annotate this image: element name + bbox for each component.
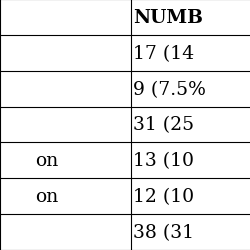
Bar <box>0 178 130 214</box>
Text: on: on <box>35 152 58 170</box>
Bar <box>130 72 250 107</box>
Text: 9 (7.5%: 9 (7.5% <box>132 80 205 98</box>
Bar <box>130 107 250 143</box>
Bar <box>130 214 250 250</box>
Bar <box>130 36 250 72</box>
Bar <box>130 0 250 36</box>
Bar <box>0 143 130 178</box>
Text: 31 (25: 31 (25 <box>132 116 194 134</box>
Text: NUMB: NUMB <box>132 9 202 27</box>
Text: 38 (31: 38 (31 <box>132 223 193 241</box>
Text: 12 (10: 12 (10 <box>132 188 194 206</box>
Bar <box>0 107 130 143</box>
Text: 13 (10: 13 (10 <box>132 152 193 170</box>
Bar <box>0 0 130 36</box>
Bar <box>0 36 130 72</box>
Text: 17 (14: 17 (14 <box>132 44 194 62</box>
Bar <box>130 143 250 178</box>
Bar <box>0 72 130 107</box>
Bar <box>0 214 130 250</box>
Text: on: on <box>35 188 58 206</box>
Bar <box>130 178 250 214</box>
